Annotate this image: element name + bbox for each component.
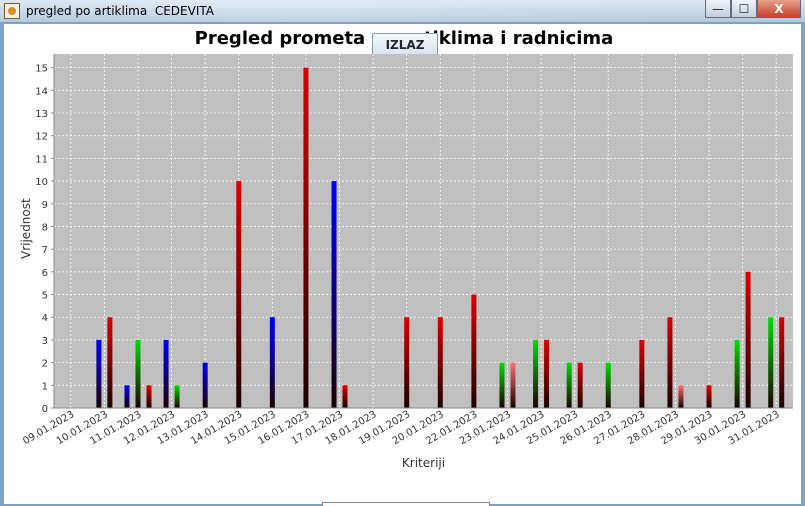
y-tick-label: 9 bbox=[42, 200, 48, 211]
window-frame: Pregled prometa po artiklima i radnicima… bbox=[0, 22, 805, 506]
bar-j-j1-31.01.2023 bbox=[768, 317, 774, 408]
y-tick-label: 15 bbox=[35, 64, 48, 75]
x-axis: 09.01.202310.01.202311.01.202312.01.2023… bbox=[21, 407, 793, 447]
y-tick-label: 4 bbox=[42, 313, 48, 324]
y-tick-label: 2 bbox=[42, 359, 48, 370]
bar-m-m1-28.01.2023 bbox=[667, 317, 673, 408]
bar-v-v1-10.01.2023 bbox=[96, 339, 102, 408]
bar-m-m1-27.01.2023 bbox=[639, 339, 645, 408]
y-axis-label: Vrijednost bbox=[19, 198, 33, 259]
bar-m-m1-30.01.2023 bbox=[745, 271, 751, 408]
y-tick-label: 14 bbox=[35, 86, 48, 97]
bar-j-j1-25.01.2023 bbox=[566, 362, 572, 408]
bar-m-m1-22.01.2023 bbox=[471, 294, 477, 408]
bar-h-h1-23.01.2023 bbox=[510, 362, 516, 408]
y-tick-label: 11 bbox=[35, 154, 48, 165]
bar-m-m1-16.01.2023 bbox=[303, 67, 309, 408]
bar-m-m1-14.01.2023 bbox=[236, 181, 242, 408]
window-controls: — ☐ X bbox=[705, 0, 801, 18]
chart-panel: Pregled prometa po artiklima i radnicima… bbox=[4, 24, 801, 506]
y-tick-label: 12 bbox=[35, 132, 48, 143]
y-tick-label: 3 bbox=[42, 336, 48, 347]
bar-m-m1-29.01.2023 bbox=[706, 385, 712, 408]
bar-m-m1-10.01.2023 bbox=[107, 317, 113, 408]
x-axis-label: Kriteriji bbox=[402, 456, 445, 470]
chart-legend: v v1j j1m m1h h1 bbox=[322, 502, 490, 506]
bars-layer bbox=[96, 67, 785, 408]
bar-m-m1-31.01.2023 bbox=[779, 317, 785, 408]
window-titlebar: pregled po artiklima CEDEVITA — ☐ X bbox=[0, 0, 805, 22]
java-app-icon bbox=[4, 3, 20, 19]
y-tick-label: 7 bbox=[42, 245, 48, 256]
y-tick-label: 1 bbox=[42, 381, 48, 392]
bar-j-j1-11.01.2023 bbox=[135, 339, 141, 408]
bar-v-v1-11.01.2023 bbox=[124, 385, 130, 408]
bar-m-m1-20.01.2023 bbox=[437, 317, 443, 408]
maximize-button[interactable]: ☐ bbox=[731, 0, 757, 18]
bar-m-m1-17.01.2023 bbox=[342, 385, 348, 408]
y-tick-label: 5 bbox=[42, 291, 48, 302]
bar-m-m1-25.01.2023 bbox=[577, 362, 583, 408]
bar-j-j1-30.01.2023 bbox=[734, 339, 740, 408]
bar-m-m1-19.01.2023 bbox=[404, 317, 410, 408]
y-tick-label: 10 bbox=[35, 177, 48, 188]
exit-button[interactable]: IZLAZ bbox=[372, 33, 438, 57]
y-tick-label: 13 bbox=[35, 109, 48, 120]
y-tick-label: 6 bbox=[42, 268, 48, 279]
bar-j-j1-24.01.2023 bbox=[533, 339, 539, 408]
close-button[interactable]: X bbox=[757, 0, 801, 18]
bar-h-h1-28.01.2023 bbox=[678, 385, 684, 408]
bar-v-v1-15.01.2023 bbox=[269, 317, 275, 408]
y-tick-label: 8 bbox=[42, 222, 48, 233]
minimize-button[interactable]: — bbox=[705, 0, 731, 18]
bar-v-v1-13.01.2023 bbox=[202, 362, 208, 408]
bar-v-v1-17.01.2023 bbox=[331, 181, 337, 408]
y-tick-label: 0 bbox=[42, 404, 48, 415]
bar-m-m1-11.01.2023 bbox=[146, 385, 152, 408]
bar-v-v1-12.01.2023 bbox=[163, 339, 169, 408]
bar-j-j1-23.01.2023 bbox=[499, 362, 505, 408]
bar-j-j1-26.01.2023 bbox=[605, 362, 611, 408]
bar-m-m1-24.01.2023 bbox=[544, 339, 550, 408]
bar-j-j1-12.01.2023 bbox=[174, 385, 180, 408]
window-title: pregled po artiklima CEDEVITA bbox=[26, 4, 214, 18]
